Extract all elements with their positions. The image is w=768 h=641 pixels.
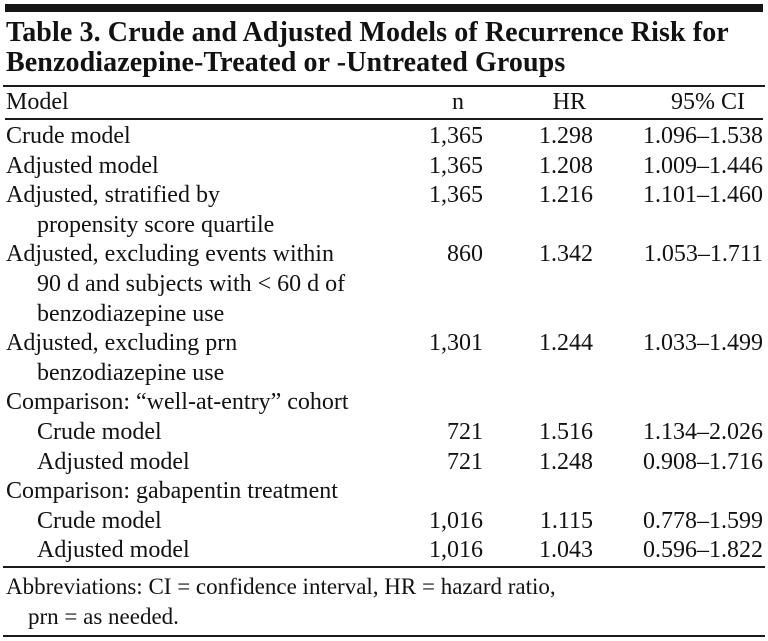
hr-cell: [483, 477, 593, 507]
bottom-rule: [3, 634, 765, 637]
model-label: Adjusted model: [6, 152, 159, 179]
model-cell: Adjusted, excluding events within 90 d an…: [5, 240, 383, 329]
n-cell: 1,016: [429, 537, 483, 564]
header-row: Model n HR 95% CI: [5, 87, 763, 120]
column-header-n: n: [383, 87, 483, 120]
n-cell: 860: [447, 241, 483, 268]
ci-cell: [593, 477, 763, 507]
model-cell: Crude model: [5, 119, 383, 152]
table-title-line2: Benzodiazepine-Treated or -Untreated Gro…: [6, 47, 566, 78]
model-cell: Adjusted, stratified by propensity score …: [5, 181, 383, 240]
table-row: Crude model 721 1.516 1.134–2.026: [5, 418, 763, 448]
model-label: Adjusted, excluding events within: [6, 241, 334, 268]
ci-cell: 1.009–1.446: [643, 152, 763, 179]
model-cell: Crude model: [5, 507, 383, 537]
table-row: Crude model 1,016 1.115 0.778–1.599: [5, 507, 763, 537]
column-header-model: Model: [5, 87, 383, 120]
table-header: Model n HR 95% CI: [5, 87, 763, 120]
n-cell: 1,301: [429, 330, 483, 357]
column-header-ci: 95% CI: [593, 87, 763, 120]
model-cell: Adjusted model: [5, 536, 383, 566]
table-row: Adjusted, excluding prn benzodiazepine us…: [5, 329, 763, 388]
hr-cell: 1.244: [539, 330, 593, 357]
hr-cell: [483, 388, 593, 418]
table-row: Adjusted model 721 1.248 0.908–1.716: [5, 448, 763, 478]
model-cell: Adjusted model: [5, 152, 383, 182]
hr-cell: 1.516: [539, 418, 593, 445]
title-top-rule: [5, 4, 763, 12]
footnote-line1: Abbreviations: CI = confidence interval,…: [6, 573, 556, 599]
model-cell: Adjusted model: [5, 448, 383, 478]
ci-cell: [593, 388, 763, 418]
n-cell: [383, 388, 483, 418]
hr-cell: 1.208: [539, 152, 593, 179]
n-cell: 721: [447, 448, 483, 475]
ci-cell: 0.596–1.822: [643, 537, 763, 564]
table-row: Adjusted model 1,016 1.043 0.596–1.822: [5, 536, 763, 566]
model-label: Adjusted model: [37, 448, 190, 475]
table-row: Adjusted, stratified by propensity score …: [5, 181, 763, 240]
model-label: Comparison: “well-at-entry” cohort: [6, 389, 349, 416]
model-label: Crude model: [37, 507, 162, 534]
model-label: Adjusted model: [37, 537, 190, 564]
n-cell: 1,016: [429, 507, 483, 534]
ci-cell: 1.096–1.538: [643, 123, 763, 149]
table-footnote: Abbreviations: CI = confidence interval,…: [3, 568, 765, 635]
table-title: Table 3. Crude and Adjusted Models of Re…: [6, 18, 763, 85]
hr-cell: 1.115: [539, 507, 593, 534]
n-cell: [383, 477, 483, 507]
ci-cell: 1.101–1.460: [643, 182, 763, 209]
ci-cell: 1.053–1.711: [643, 241, 763, 268]
hr-cell: 1.248: [539, 448, 593, 475]
hr-cell: 1.043: [539, 537, 593, 564]
model-label: Comparison: gabapentin treatment: [6, 478, 338, 505]
table-title-line1: Table 3. Crude and Adjusted Models of Re…: [6, 17, 729, 48]
model-label: Adjusted, excluding prn: [6, 330, 238, 357]
table-row: Crude model 1,365 1.298 1.096–1.538: [5, 119, 763, 152]
model-label: Crude model: [37, 418, 162, 445]
footnote-line2: prn = as needed.: [28, 603, 179, 629]
model-cell: Comparison: gabapentin treatment: [5, 477, 383, 507]
hr-cell: 1.216: [539, 182, 593, 209]
n-cell: 721: [447, 418, 483, 445]
n-cell: 1,365: [429, 182, 483, 209]
ci-cell: 0.908–1.716: [643, 448, 763, 475]
ci-cell: 0.778–1.599: [643, 507, 763, 534]
hr-cell: 1.342: [539, 241, 593, 268]
model-cell: Comparison: “well-at-entry” cohort: [5, 388, 383, 418]
model-label: Adjusted, stratified by: [6, 182, 220, 209]
n-cell: 1,365: [429, 152, 483, 179]
n-cell: 1,365: [429, 123, 483, 149]
table-row: Adjusted model 1,365 1.208 1.009–1.446: [5, 152, 763, 182]
model-label-continuation: 90 d and subjects with < 60 d of: [37, 270, 346, 297]
stats-table: Model n HR 95% CI Crude model 1,365 1.298 1…: [5, 87, 763, 566]
model-cell: Crude model: [5, 418, 383, 448]
table-row: Adjusted, excluding events within 90 d an…: [5, 240, 763, 329]
model-label-continuation: benzodiazepine use: [37, 300, 225, 327]
ci-cell: 1.134–2.026: [643, 418, 763, 445]
table-row: Comparison: “well-at-entry” cohort: [5, 388, 763, 418]
footnote-rule: [3, 565, 765, 568]
model-label-continuation: benzodiazepine use: [37, 359, 225, 386]
ci-cell: 1.033–1.499: [643, 330, 763, 357]
title-rule: [3, 85, 765, 87]
column-header-hr: HR: [483, 87, 593, 120]
table-row: Comparison: gabapentin treatment: [5, 477, 763, 507]
model-label-continuation: propensity score quartile: [37, 211, 275, 238]
table-body: Crude model 1,365 1.298 1.096–1.538 Adjusted…: [5, 119, 763, 566]
model-cell: Adjusted, excluding prn benzodiazepine us…: [5, 329, 383, 388]
model-label: Crude model: [6, 123, 131, 149]
hr-cell: 1.298: [539, 123, 593, 149]
